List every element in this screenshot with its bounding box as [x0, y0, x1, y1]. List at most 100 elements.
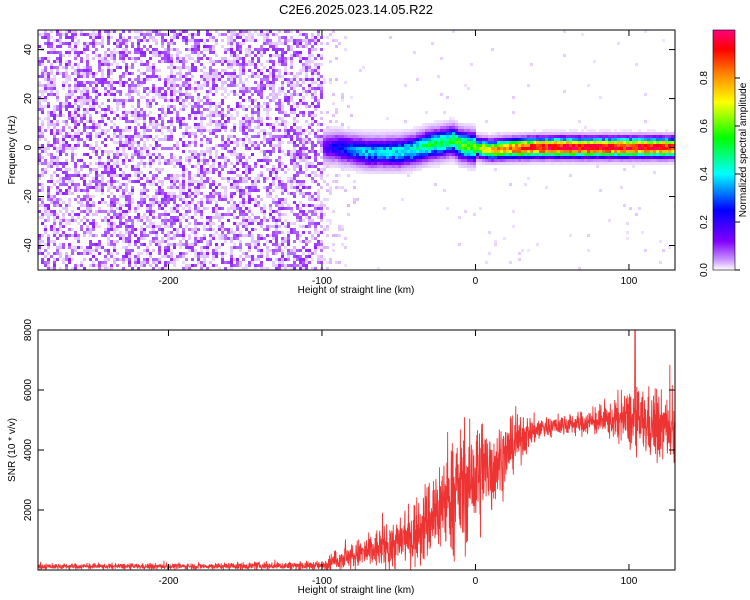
heatmap-cell: [242, 171, 245, 174]
heatmap-cell: [293, 84, 296, 87]
heatmap-cell: [155, 39, 158, 42]
heatmap-cell: [65, 123, 68, 126]
heatmap-cell: [68, 192, 71, 195]
heatmap-cell: [218, 114, 221, 117]
heatmap-cell: [269, 207, 272, 210]
heatmap-cell: [191, 153, 194, 156]
heatmap-cell: [386, 147, 389, 150]
heatmap-cell: [245, 165, 248, 168]
heatmap-cell: [317, 141, 320, 144]
heatmap-cell: [281, 42, 284, 45]
heatmap-cell: [134, 60, 137, 63]
heatmap-cell: [296, 39, 299, 42]
heatmap-cell: [263, 108, 266, 111]
heatmap-cell: [83, 165, 86, 168]
heatmap-cell: [53, 201, 56, 204]
heatmap-cell: [251, 39, 254, 42]
heatmap-cell: [299, 156, 302, 159]
heatmap-cell: [59, 102, 62, 105]
heatmap-cell: [71, 105, 74, 108]
heatmap-cell: [68, 54, 71, 57]
heatmap-cell: [344, 150, 347, 153]
heatmap-cell: [203, 258, 206, 261]
heatmap-cell: [77, 123, 80, 126]
heatmap-cell: [299, 45, 302, 48]
heatmap-cell: [296, 213, 299, 216]
heatmap-cell: [344, 153, 347, 156]
heatmap-cell: [155, 147, 158, 150]
heatmap-cell: [161, 198, 164, 201]
heatmap-cell: [131, 168, 134, 171]
heatmap-cell: [248, 120, 251, 123]
heatmap-cell: [209, 234, 212, 237]
heatmap-cell: [278, 54, 281, 57]
heatmap-cell: [230, 141, 233, 144]
heatmap-cell: [284, 114, 287, 117]
heatmap-cell: [233, 69, 236, 72]
heatmap-cell: [299, 111, 302, 114]
heatmap-cell: [206, 171, 209, 174]
heatmap-cell: [248, 177, 251, 180]
heatmap-cell: [260, 237, 263, 240]
heatmap-cell: [158, 87, 161, 90]
heatmap-cell: [146, 189, 149, 192]
heatmap-cell: [146, 39, 149, 42]
heatmap-cell: [257, 216, 260, 219]
heatmap-cell: [149, 144, 152, 147]
heatmap-cell: [284, 72, 287, 75]
heatmap-cell: [428, 123, 431, 126]
heatmap-cell: [62, 135, 65, 138]
heatmap-cell: [371, 141, 374, 144]
heatmap-cell: [230, 183, 233, 186]
heatmap-cell: [257, 204, 260, 207]
heatmap-cell: [209, 132, 212, 135]
heatmap-cell: [122, 195, 125, 198]
heatmap-cell: [311, 75, 314, 78]
heatmap-cell: [131, 156, 134, 159]
heatmap-cell: [356, 168, 359, 171]
heatmap-cell: [200, 123, 203, 126]
heatmap-cell: [194, 153, 197, 156]
heatmap-cell: [248, 210, 251, 213]
heatmap-cell: [299, 171, 302, 174]
heatmap-cell: [125, 213, 128, 216]
heatmap-cell: [176, 255, 179, 258]
heatmap-cell: [266, 255, 269, 258]
heatmap-cell: [56, 138, 59, 141]
heatmap-cell: [80, 165, 83, 168]
heatmap-cell: [104, 162, 107, 165]
heatmap-cell: [446, 207, 449, 210]
heatmap-cell: [194, 219, 197, 222]
heatmap-cell: [113, 117, 116, 120]
heatmap-cell: [182, 234, 185, 237]
heatmap-cell: [251, 111, 254, 114]
heatmap-cell: [383, 207, 386, 210]
heatmap-cell: [191, 87, 194, 90]
heatmap-cell: [425, 165, 428, 168]
heatmap-cell: [143, 183, 146, 186]
heatmap-cell: [176, 33, 179, 36]
heatmap-cell: [257, 111, 260, 114]
heatmap-cell: [233, 234, 236, 237]
heatmap-cell: [188, 126, 191, 129]
heatmap-cell: [170, 138, 173, 141]
heatmap-cell: [149, 57, 152, 60]
heatmap-cell: [299, 264, 302, 267]
heatmap-cell: [71, 48, 74, 51]
heatmap-cell: [260, 63, 263, 66]
heatmap-cell: [239, 51, 242, 54]
heatmap-cell: [416, 129, 419, 132]
heatmap-cell: [125, 138, 128, 141]
heatmap-cell: [410, 162, 413, 165]
heatmap-cell: [149, 243, 152, 246]
heatmap-cell: [200, 87, 203, 90]
heatmap-cell: [374, 132, 377, 135]
heatmap-cell: [239, 261, 242, 264]
heatmap-cell: [278, 60, 281, 63]
heatmap-cell: [260, 69, 263, 72]
heatmap-cell: [194, 141, 197, 144]
heatmap-cell: [365, 147, 368, 150]
heatmap-cell: [80, 84, 83, 87]
heatmap-cell: [119, 78, 122, 81]
heatmap-cell: [170, 210, 173, 213]
